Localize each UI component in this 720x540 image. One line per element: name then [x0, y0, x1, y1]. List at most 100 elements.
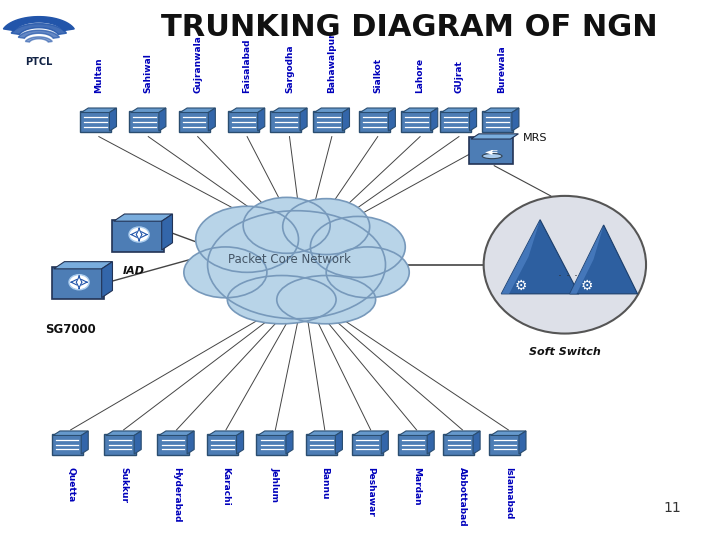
Polygon shape: [427, 431, 434, 454]
Text: Jehlum: Jehlum: [271, 467, 280, 502]
Text: Islamabad: Islamabad: [504, 467, 513, 519]
FancyBboxPatch shape: [228, 111, 259, 132]
Text: ⚙: ⚙: [580, 279, 593, 293]
Polygon shape: [388, 108, 395, 131]
Text: ◄═: ◄═: [485, 146, 499, 156]
Polygon shape: [12, 24, 66, 35]
Polygon shape: [382, 431, 388, 454]
Text: TRUNKING DIAGRAM OF NGN: TRUNKING DIAGRAM OF NGN: [161, 14, 658, 42]
Text: Sukkur: Sukkur: [119, 467, 128, 503]
FancyBboxPatch shape: [490, 434, 521, 455]
Text: Burewala: Burewala: [497, 45, 505, 93]
FancyBboxPatch shape: [80, 111, 111, 132]
Ellipse shape: [207, 211, 385, 319]
Text: . . .: . . .: [559, 266, 578, 279]
Polygon shape: [130, 108, 166, 112]
Polygon shape: [431, 108, 438, 131]
Circle shape: [69, 275, 89, 290]
Text: Abbottabad: Abbottabad: [458, 467, 467, 526]
Text: Quetta: Quetta: [66, 467, 75, 502]
Text: MRS: MRS: [523, 133, 547, 143]
Text: ⚙: ⚙: [515, 279, 527, 293]
FancyBboxPatch shape: [104, 434, 135, 455]
Text: Mardan: Mardan: [412, 467, 421, 505]
FancyBboxPatch shape: [271, 111, 302, 132]
FancyBboxPatch shape: [469, 138, 513, 164]
Text: Sahiwal: Sahiwal: [144, 53, 153, 93]
FancyBboxPatch shape: [444, 434, 474, 455]
Text: Multan: Multan: [94, 57, 104, 93]
Polygon shape: [501, 220, 540, 294]
FancyBboxPatch shape: [52, 267, 104, 299]
Text: Peshawar: Peshawar: [366, 467, 375, 517]
FancyBboxPatch shape: [359, 111, 390, 132]
Polygon shape: [258, 108, 265, 131]
Polygon shape: [54, 262, 112, 269]
Ellipse shape: [310, 217, 405, 278]
FancyBboxPatch shape: [179, 111, 210, 132]
Ellipse shape: [196, 206, 299, 272]
FancyBboxPatch shape: [306, 434, 337, 455]
Polygon shape: [307, 431, 343, 435]
Polygon shape: [187, 431, 194, 454]
Polygon shape: [180, 108, 215, 112]
Polygon shape: [53, 431, 89, 435]
Polygon shape: [109, 108, 117, 131]
Text: PTCL: PTCL: [25, 57, 53, 68]
Ellipse shape: [184, 247, 267, 298]
Polygon shape: [272, 108, 307, 112]
Polygon shape: [570, 225, 603, 294]
Polygon shape: [159, 431, 194, 435]
Text: 11: 11: [664, 501, 681, 515]
Polygon shape: [208, 108, 215, 131]
FancyBboxPatch shape: [129, 111, 161, 132]
Text: Bannu: Bannu: [320, 467, 329, 500]
Polygon shape: [237, 431, 243, 454]
Text: Lahore: Lahore: [415, 58, 425, 93]
Text: Hyderabad: Hyderabad: [172, 467, 181, 523]
Ellipse shape: [283, 199, 369, 254]
Polygon shape: [314, 108, 349, 112]
Ellipse shape: [326, 247, 409, 298]
Polygon shape: [519, 431, 526, 454]
Polygon shape: [353, 431, 388, 435]
Ellipse shape: [484, 196, 646, 334]
Text: Gujranwala: Gujranwala: [193, 35, 202, 93]
FancyBboxPatch shape: [440, 111, 471, 132]
Polygon shape: [441, 108, 477, 112]
Polygon shape: [501, 220, 579, 294]
Polygon shape: [102, 262, 112, 298]
Polygon shape: [399, 431, 434, 435]
FancyBboxPatch shape: [112, 220, 164, 252]
Circle shape: [129, 227, 149, 242]
Ellipse shape: [482, 153, 502, 159]
Polygon shape: [336, 431, 343, 454]
Polygon shape: [106, 431, 141, 435]
Polygon shape: [81, 431, 89, 454]
Text: Karachi: Karachi: [222, 467, 230, 506]
Text: Bahawalpur: Bahawalpur: [328, 32, 336, 93]
Polygon shape: [81, 108, 117, 112]
Ellipse shape: [228, 275, 336, 324]
Text: IAD: IAD: [123, 266, 145, 276]
Polygon shape: [4, 17, 74, 31]
FancyBboxPatch shape: [312, 111, 344, 132]
Polygon shape: [114, 214, 173, 221]
FancyBboxPatch shape: [482, 111, 513, 132]
Polygon shape: [512, 108, 519, 131]
FancyBboxPatch shape: [158, 434, 189, 455]
Polygon shape: [491, 431, 526, 435]
Text: Sargodha: Sargodha: [285, 44, 294, 93]
Polygon shape: [300, 108, 307, 131]
FancyBboxPatch shape: [52, 434, 83, 455]
FancyBboxPatch shape: [397, 434, 428, 455]
Ellipse shape: [243, 198, 330, 253]
Polygon shape: [402, 108, 438, 112]
Polygon shape: [258, 431, 293, 435]
Ellipse shape: [276, 275, 376, 324]
Text: Soft Switch: Soft Switch: [529, 347, 600, 357]
Polygon shape: [134, 431, 141, 454]
Polygon shape: [18, 30, 59, 38]
FancyBboxPatch shape: [256, 434, 287, 455]
Polygon shape: [473, 431, 480, 454]
